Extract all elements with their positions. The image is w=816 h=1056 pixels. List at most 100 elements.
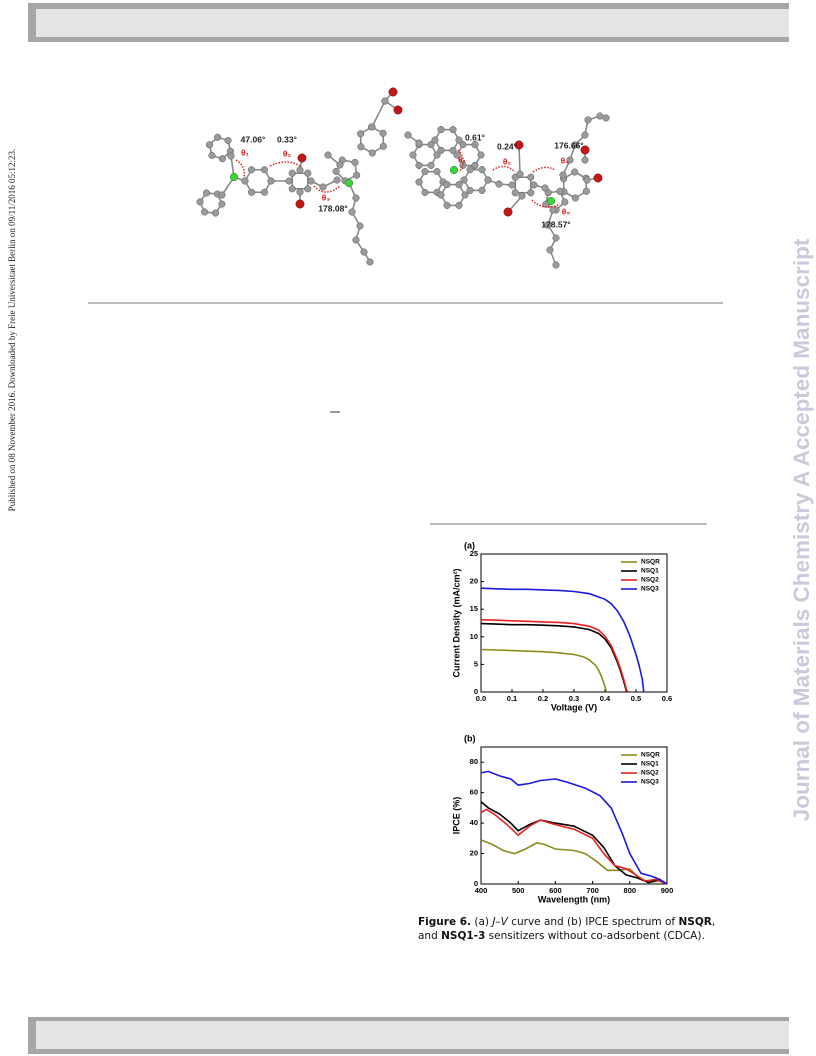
figure-caption: Figure 6. (a) J–V curve and (b) IPCE spe… [418,915,718,943]
atom [437,126,445,134]
nitrogen-atom [546,196,556,206]
atom [218,155,226,163]
torsion-angle: 178.57° [541,219,571,229]
legend-label: NSQ2 [641,577,659,584]
atom [584,116,592,124]
atom [516,170,524,178]
atom [466,166,474,174]
torsion-angle: 47.06° [241,134,266,144]
y-tick-label: 40 [470,818,478,827]
y-tick-label: 25 [470,549,478,558]
atom [582,187,590,195]
legend-label: NSQR [641,752,660,759]
caption-run: sensitizers without co-adsorbent (CDCA). [485,930,705,942]
torsion-angle: 178.08° [318,203,348,213]
x-axis-title: Voltage (V) [551,702,597,712]
atom [267,177,275,185]
atom [544,221,552,229]
atom [351,158,359,166]
legend-label: NSQ1 [641,761,659,768]
x-tick-label: 500 [512,886,525,895]
atom [348,208,356,216]
atom [227,152,235,160]
atom [368,123,376,131]
atom [477,151,485,159]
atom [571,194,579,202]
oxygen-atom [393,105,403,115]
atom [285,177,293,185]
series-line [480,801,668,885]
atom [549,206,557,214]
atom [602,114,610,122]
atom [409,151,417,159]
x-axis-title: Wavelength (nm) [538,894,610,904]
y-tick-label: 10 [470,632,478,641]
atom [415,161,423,169]
panel-label: (b) [464,733,476,743]
footer-bar-inner [36,1021,789,1049]
atom [460,176,468,184]
torsion-label: θ₃ [322,192,331,202]
atom [596,112,604,120]
oxygen-atom [580,145,590,155]
series-line [480,808,668,885]
atom [541,184,549,192]
y-tick-label: 5 [474,659,478,668]
atom [511,189,519,197]
atom [379,129,387,137]
x-tick-label: 0.0 [476,694,486,703]
atom [415,178,423,186]
legend-label: NSQ1 [641,568,659,575]
series-line [480,770,668,885]
atom [583,176,591,184]
oxygen-atom [388,87,398,97]
caption-run: , and [418,916,716,942]
atom [466,186,474,194]
atom [324,151,332,159]
legend-label: NSQ3 [641,586,659,593]
atom [241,177,249,185]
oxygen-atom [503,207,513,217]
oxygen-atom [514,140,524,150]
oxygen-atom [295,199,305,209]
atom [571,168,579,176]
atom [366,258,374,266]
atom [518,192,526,200]
atom [484,176,492,184]
atom [552,234,560,242]
atom [508,181,516,189]
series-line [480,618,629,693]
atom [437,191,445,199]
y-axis-title: IPCE (%) [451,797,461,835]
atom [304,185,312,193]
x-tick-label: 900 [661,886,674,895]
legend-label: NSQ3 [641,779,659,786]
atom [581,131,589,139]
x-tick-label: 800 [624,886,637,895]
atom [459,141,467,149]
x-tick-label: 0.1 [507,694,517,703]
atom [433,168,441,176]
atom [559,171,567,179]
atom [478,166,486,174]
caption-run: Figure 6. [418,916,472,928]
atom [581,156,589,164]
atom [427,161,435,169]
torsion-label: θ₂ [283,148,292,158]
y-axis-title: Current Density (mA/cm²) [451,568,461,677]
torsion-angle: 0.24° [497,141,518,151]
torsion-label: θ₅ [562,206,571,216]
atom [455,181,463,189]
atom [368,149,376,157]
bond [518,144,521,175]
atom [288,185,296,193]
atom [527,173,535,181]
atom [379,142,387,150]
atom [495,180,503,188]
header-bar-inner [36,9,789,37]
atom [333,176,341,184]
torsion-arc [269,161,301,167]
atom [196,198,204,206]
atom [205,141,214,149]
